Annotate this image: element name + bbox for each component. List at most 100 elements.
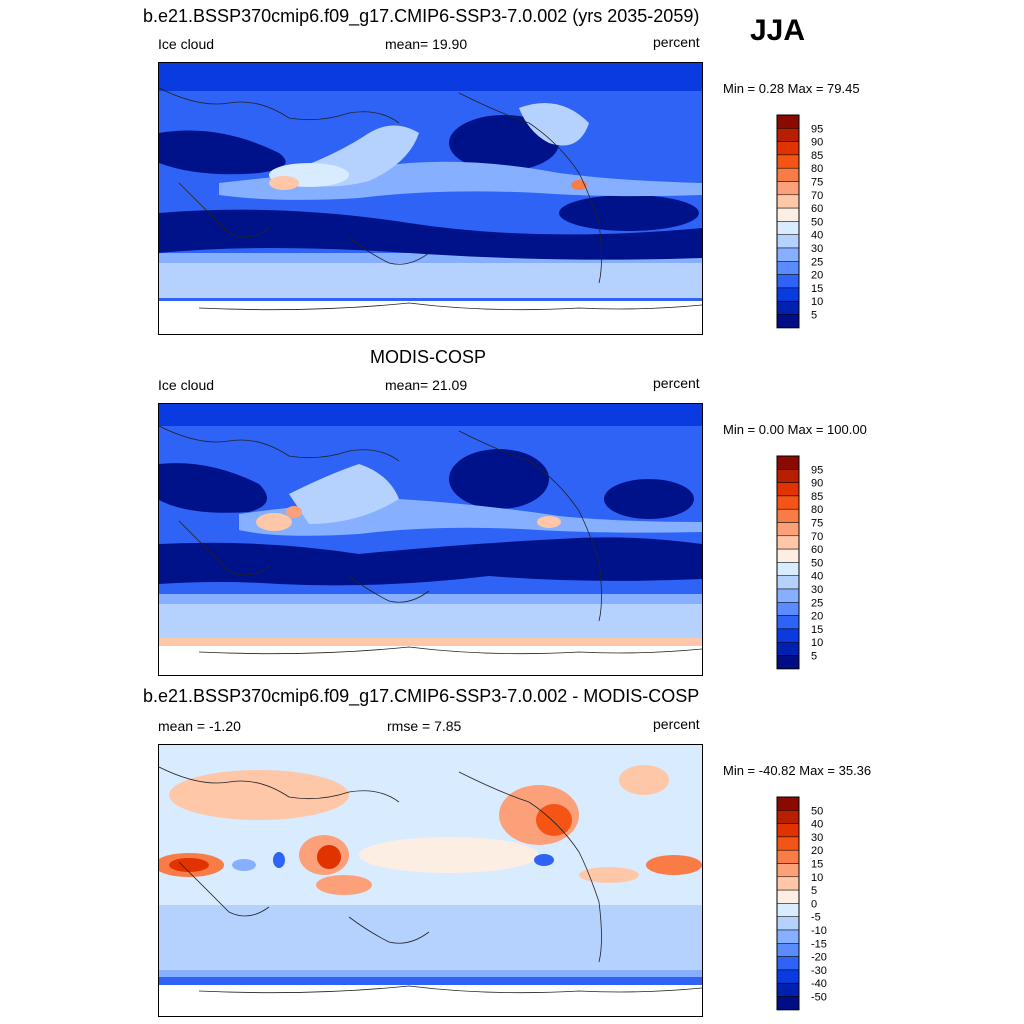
colorbar-tick-label: 5 <box>811 651 817 663</box>
season-label: JJA <box>750 14 806 47</box>
colorbar-swatch <box>776 615 800 630</box>
panel-2-minmax: Min = 0.00 Max = 100.00 <box>723 422 867 437</box>
colorbar-swatch <box>776 167 800 182</box>
colorbar-swatch <box>776 207 800 222</box>
colorbar-swatch <box>776 194 800 209</box>
colorbar-swatch <box>776 548 800 563</box>
colorbar-swatch <box>776 181 800 196</box>
colorbar-tick-label: 50 <box>811 557 823 569</box>
colorbar-swatch <box>776 916 800 931</box>
colorbar-tick-label: 15 <box>811 859 823 871</box>
colorbar-swatch <box>776 128 800 142</box>
colorbar-swatch <box>776 300 800 315</box>
colorbar-swatch <box>776 482 800 497</box>
colorbar-tick-label: 85 <box>811 150 823 162</box>
colorbar-tick-label: 40 <box>811 819 823 831</box>
colorbar-swatch <box>776 562 800 576</box>
colorbar-swatch <box>776 929 800 944</box>
colorbar-tick-label: -30 <box>811 965 827 977</box>
colorbar-swatch <box>776 863 800 878</box>
panel-1-mean-label: mean= 19.90 <box>385 36 468 52</box>
colorbar-tick-label: 60 <box>811 544 823 556</box>
colorbar-swatch <box>776 455 800 470</box>
colorbar-swatch <box>776 628 800 643</box>
colorbar-tick-label: 60 <box>811 203 823 215</box>
colorbar-swatch <box>776 836 800 851</box>
panel-3-map-svg <box>159 745 702 1016</box>
colorbar-swatch <box>776 314 800 329</box>
colorbar-swatch <box>776 247 800 262</box>
colorbar-tick-label: 20 <box>811 270 823 282</box>
colorbar-swatch <box>776 114 800 129</box>
colorbar-swatch <box>776 508 800 523</box>
panel-1-minmax: Min = 0.28 Max = 79.45 <box>723 81 860 96</box>
colorbar-swatch <box>776 221 800 235</box>
colorbar-tick-label: 20 <box>811 611 823 623</box>
panel-1-map-svg <box>159 63 702 334</box>
panel-1-map <box>158 62 703 335</box>
panel-3-rmse-label: rmse = 7.85 <box>387 718 462 734</box>
colorbar-tick-label: 95 <box>811 123 823 135</box>
colorbar-tick-label: -50 <box>811 992 827 1004</box>
colorbar-tick-label: 5 <box>811 885 817 897</box>
colorbar-swatch <box>776 969 800 984</box>
colorbar-swatch <box>776 956 800 971</box>
colorbar-tick-label: 75 <box>811 177 823 189</box>
colorbar-tick-label: 70 <box>811 531 823 543</box>
colorbar-tick-label: 5 <box>811 310 817 322</box>
colorbar-tick-label: 50 <box>811 805 823 817</box>
colorbar-swatch <box>776 889 800 904</box>
panel-3-minmax: Min = -40.82 Max = 35.36 <box>723 763 872 778</box>
colorbar-tick-label: 10 <box>811 296 823 308</box>
colorbar-outline <box>776 114 800 329</box>
colorbar-tick-label: 15 <box>811 624 823 636</box>
colorbar-tick-label: 40 <box>811 571 823 583</box>
colorbar-swatch <box>776 796 800 811</box>
colorbar-tick-label: 25 <box>811 256 823 268</box>
colorbar-swatch <box>776 943 800 957</box>
colorbar-tick-label: -5 <box>811 912 821 924</box>
colorbar-swatch <box>776 810 800 824</box>
colorbar-swatch <box>776 655 800 670</box>
colorbar-tick-label: 40 <box>811 230 823 242</box>
colorbar-swatch <box>776 287 800 302</box>
panel-2-left-label: Ice cloud <box>158 377 215 393</box>
colorbar-tick-label: 50 <box>811 216 823 228</box>
colorbar-tick-label: 10 <box>811 637 823 649</box>
colorbar-swatch <box>776 641 800 656</box>
colorbar-tick-label: -20 <box>811 952 827 964</box>
colorbar-swatch <box>776 602 800 616</box>
colorbar-swatch <box>776 588 800 603</box>
panel-1-units-label: percent <box>653 34 700 50</box>
colorbar-tick-label: 25 <box>811 597 823 609</box>
colorbar-tick-label: 30 <box>811 243 823 255</box>
panel-3-mean-label: mean = -1.20 <box>158 718 241 734</box>
colorbar-tick-label: 90 <box>811 478 823 490</box>
colorbar-tick-label: 70 <box>811 190 823 202</box>
colorbar-swatch <box>776 495 800 510</box>
colorbar-swatch <box>776 141 800 156</box>
colorbar-swatch <box>776 522 800 537</box>
colorbar-outline <box>776 796 800 1011</box>
colorbar-swatch <box>776 469 800 483</box>
colorbar-swatch <box>776 261 800 275</box>
colorbar-swatch <box>776 982 800 997</box>
colorbar-tick-label: 90 <box>811 137 823 149</box>
panel-2-units-label: percent <box>653 375 700 391</box>
panel-2-title: MODIS-COSP <box>370 347 487 367</box>
colorbar-tick-label: 10 <box>811 872 823 884</box>
colorbar-tick-label: 95 <box>811 464 823 476</box>
colorbar-swatch <box>776 535 800 550</box>
colorbar-tick-label: 85 <box>811 491 823 503</box>
colorbar-tick-label: -15 <box>811 938 827 950</box>
colorbar-tick-label: 30 <box>811 832 823 844</box>
panel-3-title: b.e21.BSSP370cmip6.f09_g17.CMIP6-SSP3-7.… <box>143 686 700 706</box>
colorbar-swatch <box>776 575 800 590</box>
colorbar-tick-label: 75 <box>811 518 823 530</box>
colorbar-swatch <box>776 849 800 864</box>
panel-2-map-svg <box>159 404 702 675</box>
colorbar-tick-label: 15 <box>811 283 823 295</box>
panel-1-title: b.e21.BSSP370cmip6.f09_g17.CMIP6-SSP3-7.… <box>143 6 700 26</box>
